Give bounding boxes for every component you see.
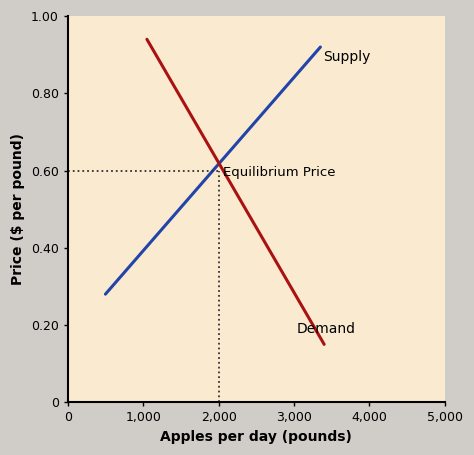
Text: Demand: Demand (296, 322, 356, 336)
Text: Supply: Supply (323, 50, 370, 64)
X-axis label: Apples per day (pounds): Apples per day (pounds) (160, 430, 352, 444)
Y-axis label: Price ($ per pound): Price ($ per pound) (11, 133, 25, 285)
Text: Equilibrium Price: Equilibrium Price (223, 166, 336, 179)
